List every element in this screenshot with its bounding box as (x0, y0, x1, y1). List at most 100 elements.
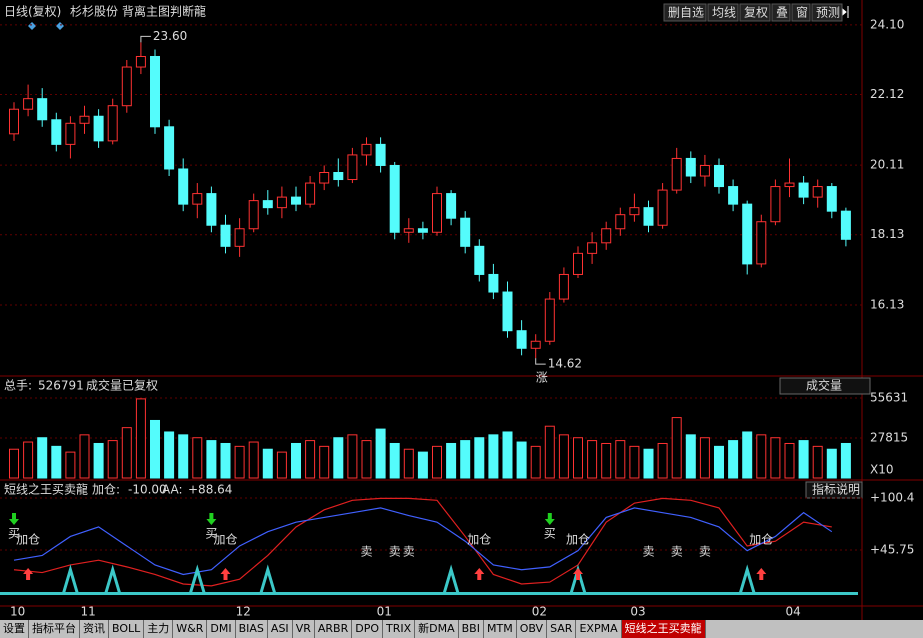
header-button-label[interactable]: 均线 (712, 6, 736, 20)
tab[interactable]: 资讯 (80, 620, 109, 638)
tab[interactable]: TRIX (383, 620, 416, 638)
x-tick-label: 12 (236, 605, 251, 619)
tab[interactable]: BOLL (109, 620, 145, 638)
volume-bar (516, 441, 527, 479)
candle-body (65, 122, 76, 145)
volume-bar (262, 448, 273, 479)
header-button[interactable] (707, 3, 739, 22)
signal-label: 买 (8, 527, 20, 541)
stock-name: 杉杉股份 (70, 5, 118, 19)
header-button-label[interactable]: 预测 (816, 6, 840, 20)
volume-bar (601, 442, 612, 479)
selector-label[interactable]: 成交量 (806, 378, 842, 393)
volume-bar (276, 451, 287, 479)
tab[interactable]: 主力 (144, 620, 174, 638)
stat-name: AA: (162, 483, 183, 497)
candle-body (107, 105, 118, 142)
tab[interactable]: BBI (459, 620, 484, 638)
stat-name: 加仓: (92, 483, 120, 497)
candle-body (742, 203, 753, 265)
volume-bar (389, 442, 400, 479)
candle-body (601, 228, 612, 244)
volume-bar (657, 442, 668, 479)
tab[interactable]: 新DMA (415, 620, 459, 638)
volume-bar (417, 451, 428, 479)
y-tick-label: 20.11 (870, 158, 904, 172)
tab[interactable]: OBV (517, 620, 548, 638)
indicator-title: 短线之王买卖龍 (4, 482, 88, 497)
y-tick-label: 27815 (870, 430, 908, 444)
volume-bar (714, 445, 724, 479)
tab[interactable]: ASI (268, 620, 293, 638)
tab[interactable]: MTM (484, 620, 517, 638)
volume-bar (671, 417, 682, 479)
tag: 涨 (536, 370, 548, 385)
candle-body (530, 340, 541, 349)
header-button[interactable] (791, 3, 811, 22)
tab[interactable]: DMI (207, 620, 236, 638)
y-tick-label: 18.13 (870, 227, 904, 241)
volume-bar (812, 445, 823, 479)
header-button[interactable] (739, 3, 771, 22)
signal-label: 加仓 (16, 533, 40, 547)
candle-body (248, 200, 259, 230)
candle-body (544, 298, 555, 342)
help-button[interactable] (805, 481, 863, 499)
subtitle: 成交量已复权 (86, 378, 158, 393)
volume-bar (206, 440, 217, 479)
candle-body (446, 193, 457, 219)
volume-bar (432, 445, 442, 479)
tab[interactable]: 指标平台 (29, 620, 80, 638)
annotation-leader (535, 358, 546, 365)
candle-body (671, 157, 682, 191)
volume-bar (544, 425, 555, 479)
y-tick-label: +45.75 (870, 542, 914, 556)
tab[interactable]: SAR (547, 620, 577, 638)
tab[interactable]: EXPMA (576, 620, 622, 638)
candle-body (798, 182, 809, 198)
header-button[interactable] (811, 3, 843, 22)
candle-body (699, 164, 710, 177)
volume-bar (93, 442, 104, 479)
signal-label: 买 (205, 527, 217, 541)
tab[interactable]: BIAS (236, 620, 268, 638)
volume-bar (840, 442, 851, 479)
indicator-name: 背离主图判断龍 (122, 4, 206, 19)
annotation-leader (140, 35, 151, 43)
indicator-line (13, 507, 833, 576)
candle-body (587, 242, 598, 254)
volume-bar (573, 437, 583, 479)
tab[interactable]: W&R (173, 620, 208, 638)
candle-body (516, 330, 527, 349)
tab[interactable]: 设置 (0, 620, 29, 638)
candle-body (375, 143, 386, 166)
header-button-label[interactable]: 叠 (776, 6, 788, 20)
header-button-label[interactable]: 删自选 (668, 6, 704, 20)
header-button-label[interactable]: 复权 (744, 6, 768, 20)
header-button-label[interactable]: 窗 (796, 6, 808, 20)
candle-body (685, 157, 696, 177)
total-value: 526791 (38, 379, 84, 393)
selector[interactable] (779, 377, 871, 395)
candle-body (347, 154, 358, 181)
volume-bar (756, 434, 767, 479)
volume-bar (375, 428, 386, 479)
candle-body (234, 228, 245, 247)
candle-body (573, 252, 583, 275)
candle-body (403, 228, 414, 233)
candle-body (502, 291, 513, 332)
tab[interactable]: ARBR (315, 620, 353, 638)
help-button-label[interactable]: 指标说明 (812, 482, 860, 497)
tab[interactable]: VR (293, 620, 315, 638)
signal-label: 买 (544, 527, 556, 541)
header-button[interactable] (663, 3, 707, 22)
tab[interactable]: DPO (352, 620, 383, 638)
volume-bar (826, 448, 837, 479)
header-button[interactable] (771, 3, 791, 22)
candle-body (812, 186, 823, 198)
tab[interactable]: 短线之王买卖龍 (621, 620, 706, 638)
x-tick-label: 10 (10, 605, 25, 619)
volume-bar (37, 437, 48, 479)
signal-spike (61, 564, 79, 594)
volume-bar (474, 437, 485, 479)
